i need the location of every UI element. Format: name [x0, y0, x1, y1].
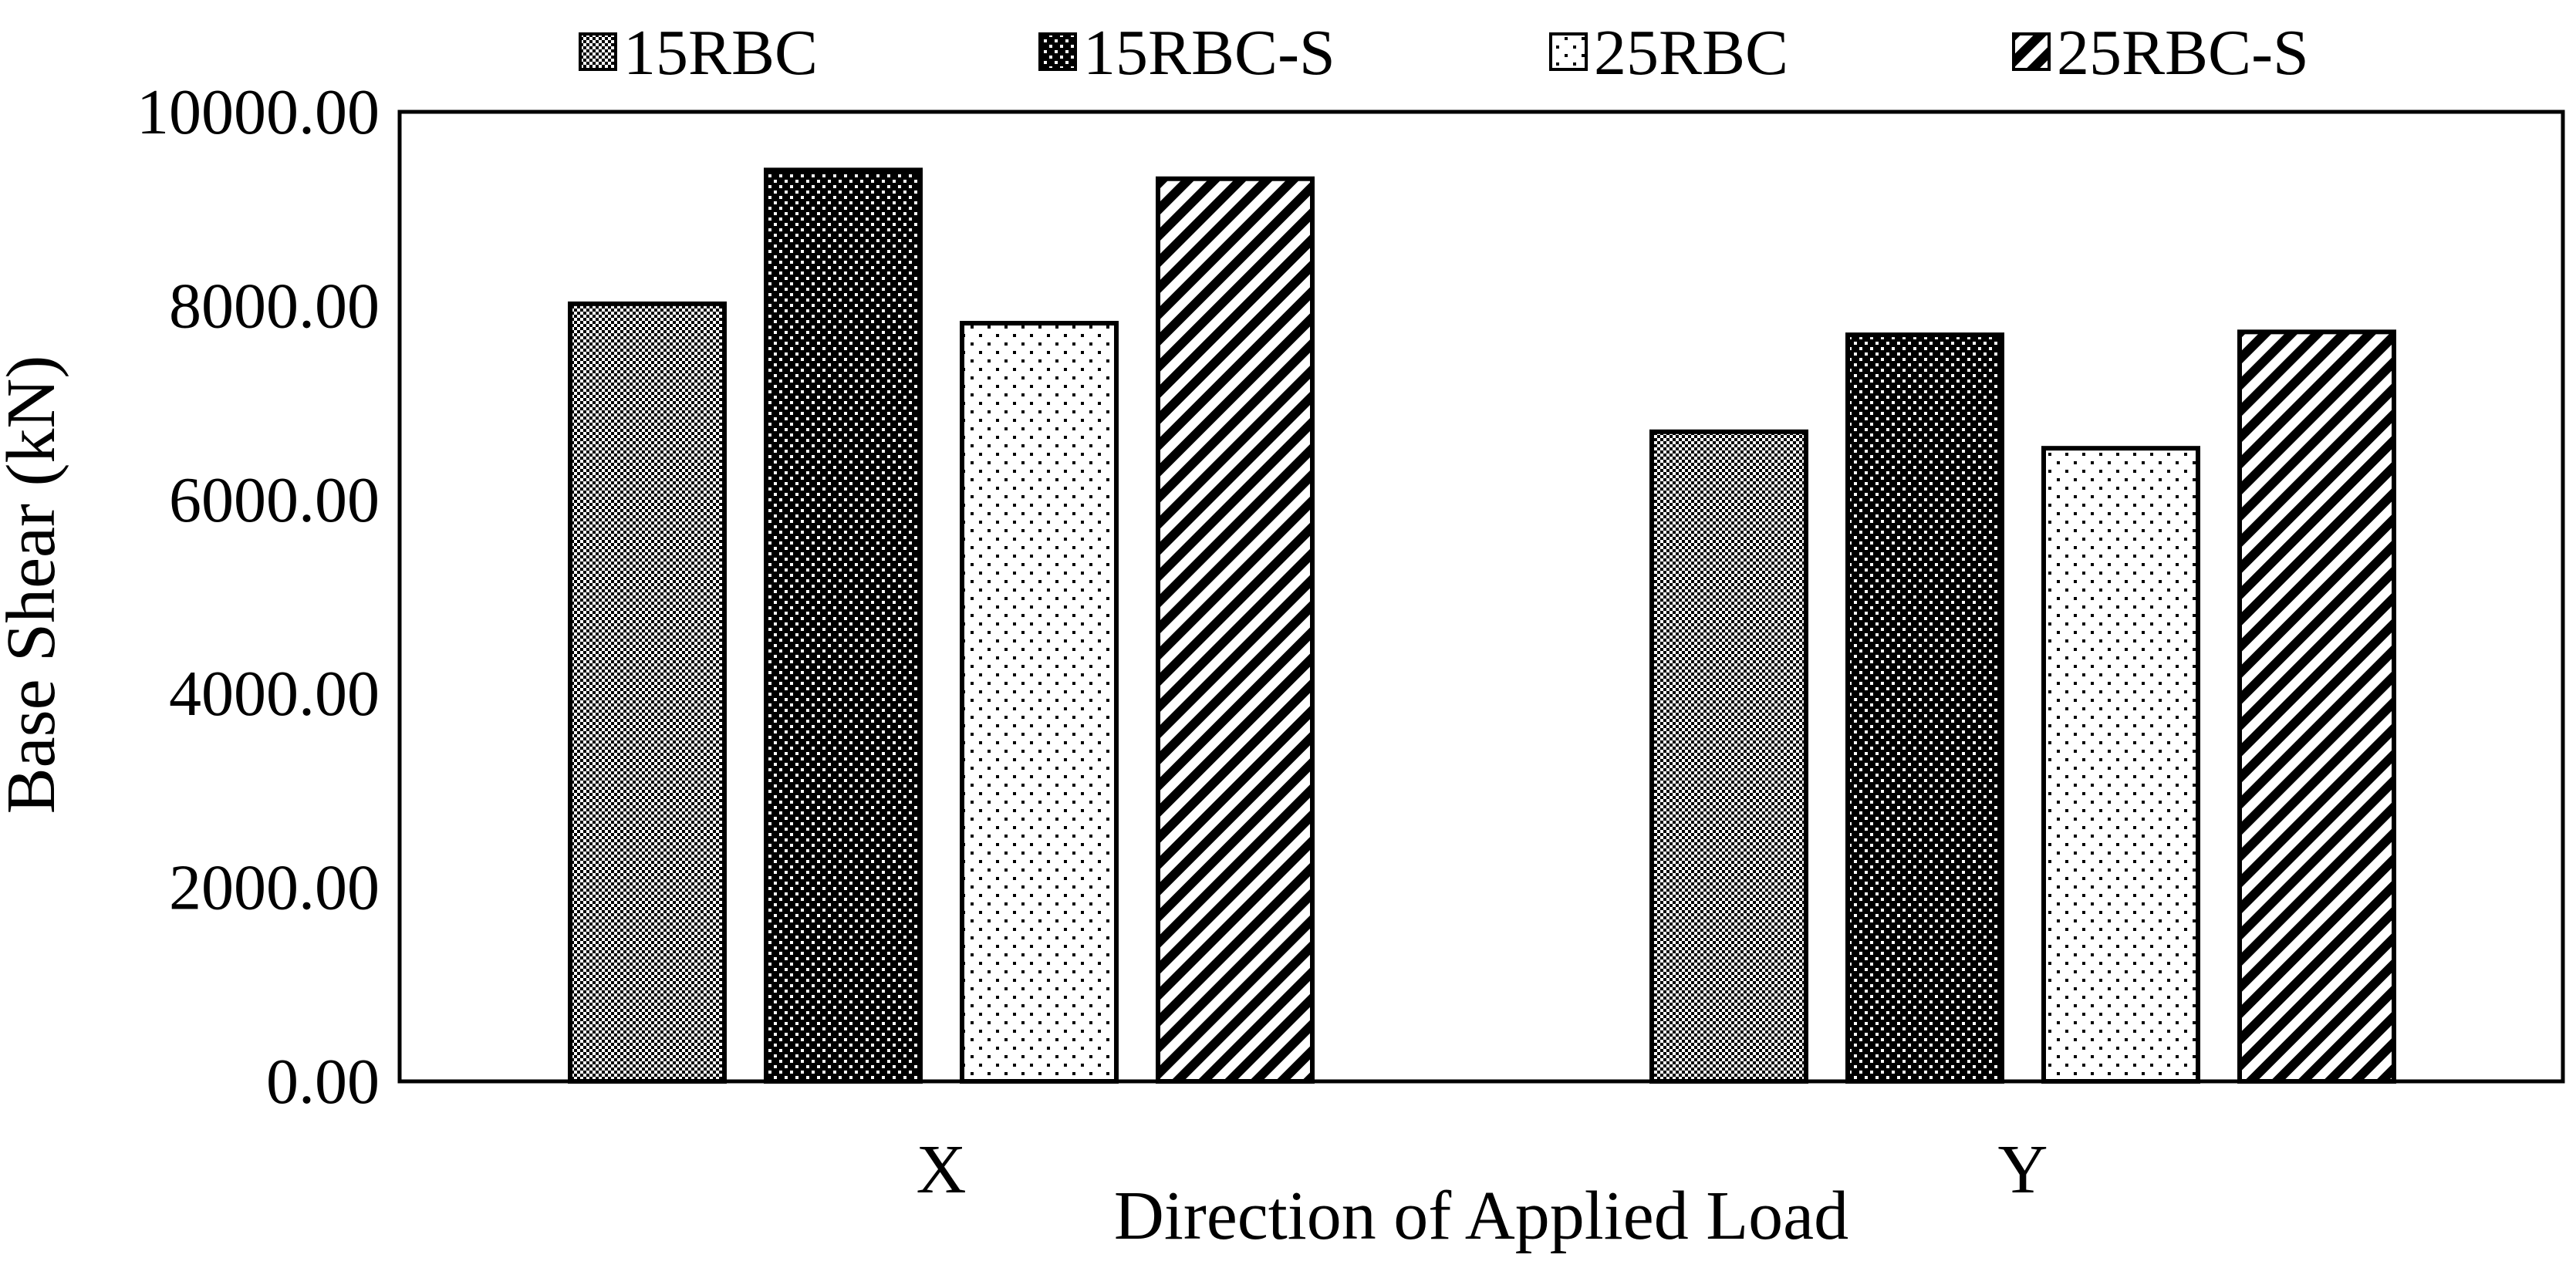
y-tick-label: 6000.00 — [169, 464, 380, 536]
legend: 15RBC 15RBC-S 25RBC 25RBC-S — [579, 17, 2309, 89]
x-category-label: Y — [1998, 1131, 2048, 1208]
x-category-label: X — [917, 1131, 967, 1208]
legend-label: 15RBC — [623, 17, 818, 89]
legend-swatch — [1038, 32, 1077, 71]
bar-25RBC-Y — [2041, 446, 2200, 1084]
legend-swatch — [579, 32, 617, 71]
legend-swatch — [2012, 32, 2051, 71]
y-axis-title: Base Shear (kN) — [0, 356, 69, 814]
plot-frame — [397, 110, 2565, 1084]
legend-swatch — [1549, 32, 1588, 71]
y-tick-label: 2000.00 — [169, 852, 380, 924]
bar-15RBC-S-Y — [1845, 332, 2004, 1084]
legend-item-25RBC: 25RBC — [1549, 17, 1788, 89]
x-axis-title: Direction of Applied Load — [1114, 1178, 1848, 1254]
legend-label: 15RBC-S — [1083, 17, 1335, 89]
y-tick-label: 10000.00 — [137, 76, 380, 148]
y-axis-ticks: 0.00 2000.00 4000.00 6000.00 8000.00 10000.00 — [137, 76, 380, 1118]
legend-item-25RBC-S: 25RBC-S — [2012, 17, 2309, 89]
legend-label: 25RBC — [1594, 17, 1788, 89]
bar-15RBC-Y — [1649, 429, 1808, 1084]
bar-15RBC-X — [568, 301, 727, 1084]
bar-15RBC-S-X — [764, 167, 923, 1084]
legend-item-15RBC-S: 15RBC-S — [1038, 17, 1335, 89]
y-tick-label: 8000.00 — [169, 270, 380, 342]
y-tick-label: 4000.00 — [169, 658, 380, 730]
bar-25RBC-S-Y — [2237, 329, 2396, 1084]
y-tick-label: 0.00 — [266, 1046, 380, 1118]
legend-item-15RBC: 15RBC — [579, 17, 818, 89]
bar-25RBC-S-X — [1156, 176, 1315, 1084]
plot-area — [397, 110, 2565, 1084]
legend-label: 25RBC-S — [2057, 17, 2309, 89]
bar-25RBC-X — [960, 321, 1119, 1084]
